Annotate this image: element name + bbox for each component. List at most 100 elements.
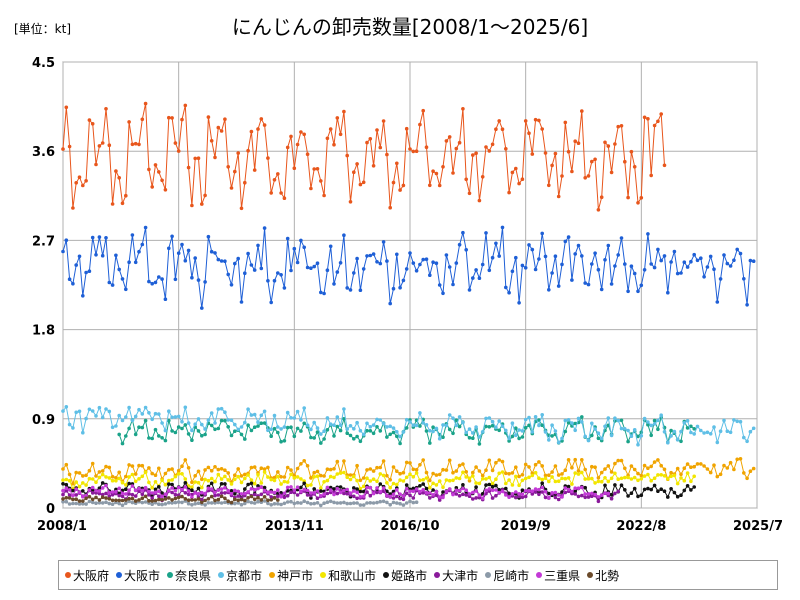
data-point: [107, 476, 112, 480]
data-point: [84, 483, 88, 487]
data-point: [124, 498, 128, 502]
data-point: [609, 476, 614, 481]
data-point: [77, 471, 82, 475]
data-point: [345, 431, 350, 436]
data-point: [295, 493, 300, 497]
data-point: [378, 429, 383, 433]
data-point: [213, 421, 217, 425]
data-point: [279, 482, 283, 486]
y-tick-label: 3.6: [32, 145, 55, 160]
data-point: [675, 481, 680, 486]
data-point: [563, 486, 568, 490]
data-point: [533, 462, 538, 467]
data-point: [500, 424, 505, 429]
data-point: [464, 430, 469, 435]
data-point: [447, 458, 452, 463]
data-point: [679, 439, 683, 444]
data-point: [689, 488, 693, 492]
data-point: [424, 490, 429, 495]
data-point: [471, 436, 475, 441]
data-point: [520, 492, 525, 497]
data-point: [64, 477, 69, 482]
data-point: [497, 419, 502, 423]
data-point: [140, 463, 145, 468]
data-point: [404, 483, 409, 487]
data-point: [563, 120, 568, 125]
data-point: [157, 489, 161, 494]
data-point: [553, 495, 558, 500]
legend-label: 大阪市: [124, 568, 161, 583]
data-point: [239, 425, 244, 429]
data-point: [523, 425, 528, 430]
data-point: [682, 488, 687, 493]
data-point: [408, 461, 412, 465]
data-point: [173, 141, 178, 145]
data-point: [262, 421, 267, 425]
data-point: [209, 501, 214, 505]
data-point: [203, 432, 207, 437]
data-point: [414, 467, 419, 472]
data-point: [441, 165, 445, 169]
data-point: [236, 494, 240, 498]
legend-label: 北勢: [595, 568, 620, 583]
data-point: [477, 493, 482, 498]
data-point: [461, 486, 465, 491]
data-point: [434, 261, 439, 266]
data-point: [190, 275, 194, 280]
data-point: [173, 488, 178, 493]
data-point: [365, 254, 369, 258]
data-point: [243, 476, 247, 481]
data-point: [252, 425, 257, 430]
data-point: [530, 152, 535, 156]
data-point: [193, 256, 197, 260]
data-point: [368, 485, 373, 490]
data-point: [487, 149, 492, 153]
data-point: [566, 458, 571, 462]
data-point: [117, 176, 121, 180]
data-point: [662, 430, 667, 434]
data-point: [708, 470, 713, 475]
data-point: [398, 285, 402, 290]
data-point: [566, 418, 571, 422]
data-point: [176, 495, 181, 500]
data-point: [431, 488, 435, 492]
data-point: [375, 486, 379, 490]
series-line: [62, 227, 754, 309]
data-point: [411, 500, 416, 505]
series-3: [61, 405, 756, 447]
data-point: [556, 479, 561, 484]
data-point: [299, 429, 303, 433]
data-point: [547, 473, 551, 478]
data-point: [262, 495, 267, 499]
data-point: [666, 440, 670, 445]
series-5: [61, 470, 696, 491]
data-point: [246, 499, 250, 504]
data-point: [685, 462, 690, 466]
data-point: [580, 420, 584, 424]
data-point: [381, 459, 386, 463]
data-point: [90, 485, 95, 490]
data-point: [100, 253, 105, 258]
data-point: [61, 500, 65, 504]
data-point: [302, 406, 307, 410]
data-point: [590, 262, 594, 266]
data-point: [447, 478, 452, 483]
data-point: [490, 419, 495, 424]
data-point: [233, 422, 237, 427]
data-point: [695, 424, 700, 429]
data-point: [167, 488, 171, 493]
data-point: [656, 427, 660, 432]
data-point: [206, 115, 211, 119]
data-point: [325, 136, 330, 141]
data-point: [150, 502, 154, 507]
data-point: [517, 494, 521, 499]
data-point: [87, 499, 92, 504]
data-point: [328, 244, 333, 249]
data-point: [176, 251, 181, 255]
data-point: [606, 416, 611, 420]
data-point: [315, 496, 320, 501]
data-point: [418, 411, 422, 415]
data-point: [695, 462, 700, 466]
data-point: [504, 285, 508, 290]
data-point: [282, 475, 287, 479]
